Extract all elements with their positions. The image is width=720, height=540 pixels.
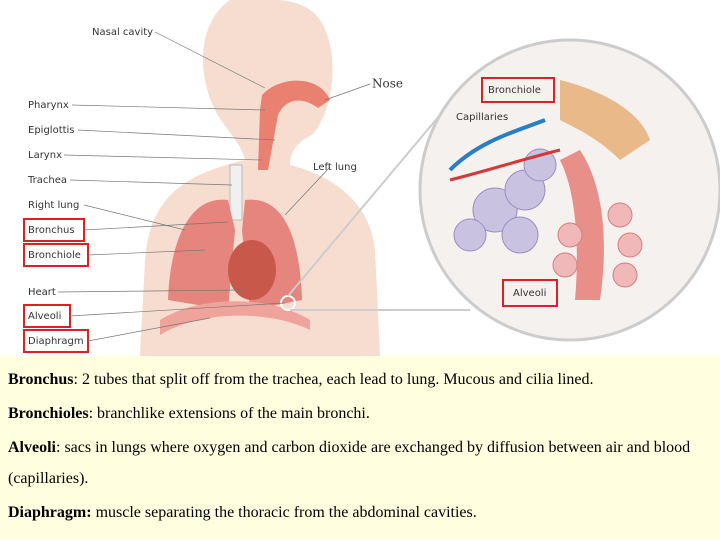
label: Trachea xyxy=(27,175,67,186)
definition-text: : sacs in lungs where oxygen and carbon … xyxy=(8,439,691,487)
illustration: Nasal cavity Pharynx Epiglottis Larynx T… xyxy=(23,0,720,356)
label: Pharynx xyxy=(28,100,69,111)
label: Bronchiole xyxy=(28,250,81,261)
label: Bronchiole xyxy=(488,85,541,96)
label: Larynx xyxy=(28,150,62,161)
definition-text: : 2 tubes that split off from the trache… xyxy=(73,371,594,388)
label: Alveoli xyxy=(28,311,61,322)
term: Diaphragm: xyxy=(8,504,92,521)
definitions: Bronchus: 2 tubes that split off from th… xyxy=(0,356,720,540)
label: Nasal cavity xyxy=(92,27,153,38)
label: Capillaries xyxy=(456,112,508,123)
label: Alveoli xyxy=(513,288,546,299)
label-group: Nasal cavity Pharynx Epiglottis Larynx T… xyxy=(23,27,558,353)
label: Epiglottis xyxy=(28,125,75,136)
definition: Alveoli: sacs in lungs where oxygen and … xyxy=(8,432,714,494)
definition-text: muscle separating the thoracic from the … xyxy=(95,504,477,521)
term: Bronchioles xyxy=(8,405,89,422)
term: Bronchus xyxy=(8,371,74,388)
definition: Bronchioles: branchlike extensions of th… xyxy=(8,398,714,429)
term: Alveoli xyxy=(8,439,56,456)
label: Nose xyxy=(372,77,403,91)
definition: Diaphragm: muscle separating the thoraci… xyxy=(8,497,714,528)
definition-text: : branchlike extensions of the main bron… xyxy=(88,405,370,422)
label: Bronchus xyxy=(28,225,75,236)
definition: Bronchus: 2 tubes that split off from th… xyxy=(8,364,714,395)
label: Left lung xyxy=(313,162,357,173)
label: Heart xyxy=(28,287,56,298)
label: Diaphragm xyxy=(28,336,84,347)
label: Right lung xyxy=(28,200,79,211)
